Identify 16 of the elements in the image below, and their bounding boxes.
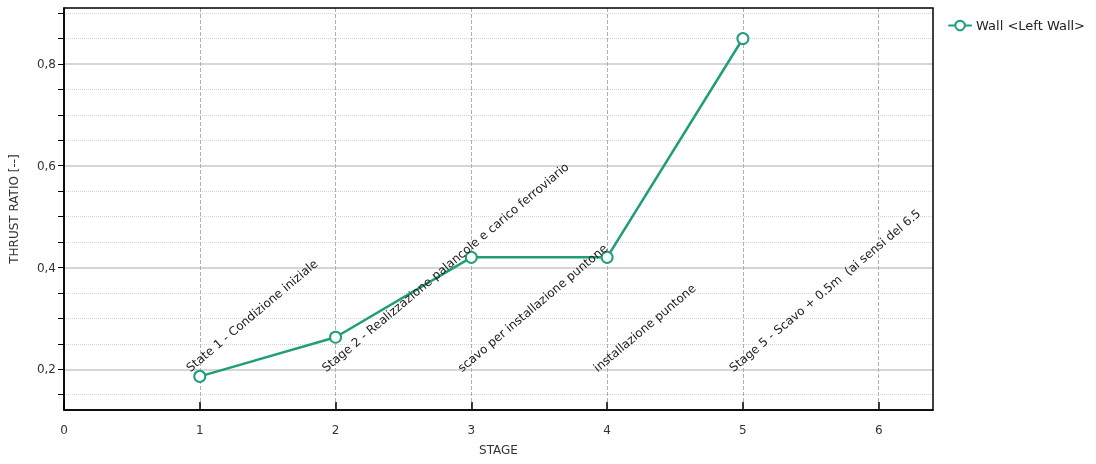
x-tick-label: 5 bbox=[739, 423, 747, 437]
y-tick-label: 0,8 bbox=[36, 56, 56, 71]
y-tick-label: 0,2 bbox=[36, 362, 56, 377]
legend-label: Wall <Left Wall> bbox=[976, 18, 1086, 33]
y-tick-label: 0,4 bbox=[36, 260, 56, 275]
x-tick-label: 2 bbox=[331, 423, 340, 437]
y-axis-title: THRUST RATIO [--] bbox=[7, 154, 21, 265]
x-tick-label: 6 bbox=[874, 423, 883, 437]
point bbox=[736, 32, 750, 46]
y-tick-label: 0,6 bbox=[36, 158, 56, 173]
x-tick-label: 4 bbox=[603, 423, 611, 437]
x-axis-title: STAGE bbox=[479, 443, 518, 457]
x-tick-label: 1 bbox=[195, 423, 204, 437]
point bbox=[329, 330, 343, 344]
x-tick-label: 3 bbox=[467, 423, 476, 437]
x-tick-label: 0 bbox=[60, 423, 68, 437]
